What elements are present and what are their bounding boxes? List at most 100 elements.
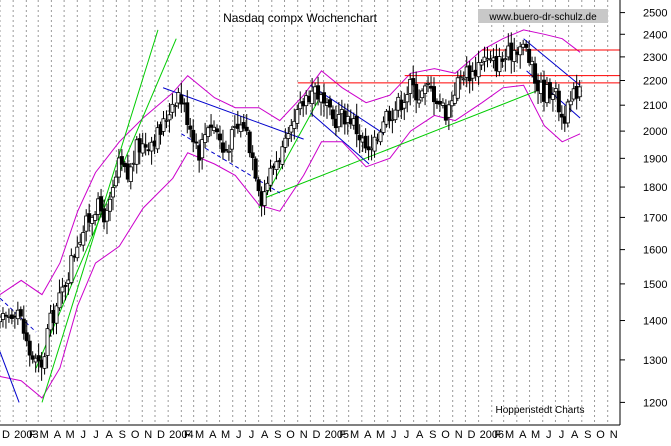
candle-body [140,143,145,154]
candle-body [81,232,86,246]
x-tick-label: N [300,429,308,441]
source-label: Hoppenstedt Charts [496,405,585,416]
labels-layer: Nasdaq compx Wochenchart www.buero-dr-sc… [223,9,608,416]
x-tick-label: A [106,429,114,441]
candle-body [354,115,359,135]
candle-body [274,161,279,170]
x-tick-label: J [81,429,87,441]
bollinger-bands-layer [0,29,581,399]
x-tick-label: O [596,429,605,441]
y-tick-label: 1300 [643,355,667,367]
y-tick-label: 2400 [643,29,667,41]
x-tick-label: O [286,429,295,441]
candle-body [149,141,154,152]
x-tick-label: M [350,429,359,441]
watermark-text: www.buero-dr-schulz.de [488,12,597,23]
x-tick-label: D [157,429,165,441]
candle-body [461,78,466,81]
candle-body [173,105,178,108]
candle-body [476,62,481,78]
candle-body [214,128,219,133]
candle-body [408,79,413,94]
grid-layer [0,0,609,425]
candle-body [455,77,460,99]
candle-body [54,305,59,324]
candle-body [209,124,214,128]
candle-body [363,135,368,149]
blue-trendline [310,112,370,165]
candle-body [206,127,211,138]
candle-body [60,286,65,293]
candle-body [3,314,8,317]
candle-body [250,152,255,159]
candle-body [185,102,190,125]
y-tick-label: 1800 [643,182,667,194]
candle-body [336,114,341,128]
x-tick-label: A [209,429,217,441]
x-tick-label: J [559,429,565,441]
candle-body [286,133,291,139]
candle-body [107,198,112,212]
candle-body [378,131,383,143]
x-tick-label: S [119,429,126,441]
candle-body [393,109,398,121]
watermark-box [478,9,608,23]
candle-body [268,167,273,186]
candle-body [503,58,508,61]
chart-title: Nasdaq compx Wochenchart [223,11,378,25]
x-tick-label: D [2,429,10,441]
blue-trendline [523,38,581,86]
x-tick-label: J [93,429,99,441]
x-tick-label: F [184,429,191,441]
candle-body [527,48,532,63]
y-tick-label: 1400 [643,316,667,328]
x-tick-label: A [416,429,424,441]
blue-trendline [181,133,281,194]
candle-body [577,86,582,98]
x-tick-label: M [531,429,540,441]
candle-body [110,187,115,198]
candle-body [530,60,535,66]
x-tick-label: J [404,429,410,441]
y-tick-label: 1600 [643,245,667,257]
candle-body [21,318,26,334]
candle-body [18,309,23,317]
candle-body [167,114,172,121]
candle-body [295,109,300,124]
candle-body [161,118,166,132]
candle-body [283,137,288,148]
candle-body [179,94,184,105]
x-tick-label: O [131,429,140,441]
blue-trendline [162,87,304,140]
candle-body [99,196,104,212]
candle-body [387,110,392,122]
candle-body [200,139,205,159]
candle-body [191,129,196,143]
candles-layer [0,32,582,381]
x-tick-label: A [364,429,372,441]
candle-body [402,102,407,109]
candle-body [113,176,118,187]
x-tick-label: J [391,429,397,441]
candle-body [426,82,431,85]
candle-body [84,215,89,232]
candle-body [417,99,422,104]
x-tick-label: 2003 [14,429,38,441]
candle-body [105,209,110,222]
candle-body [164,119,169,122]
candle-body [330,109,335,120]
candle-body [226,150,231,153]
x-tick-label: F [29,429,36,441]
candle-body [322,92,327,104]
candle-body [253,158,258,179]
x-tick-label: N [144,429,152,441]
candle-body [42,356,47,369]
candle-body [220,142,225,153]
green-trendline [35,38,177,369]
candle-body [431,86,436,103]
y-tick-label: 1700 [643,212,667,224]
candle-body [568,100,573,106]
blue-trendline [0,351,20,403]
green-trendline [41,29,159,403]
